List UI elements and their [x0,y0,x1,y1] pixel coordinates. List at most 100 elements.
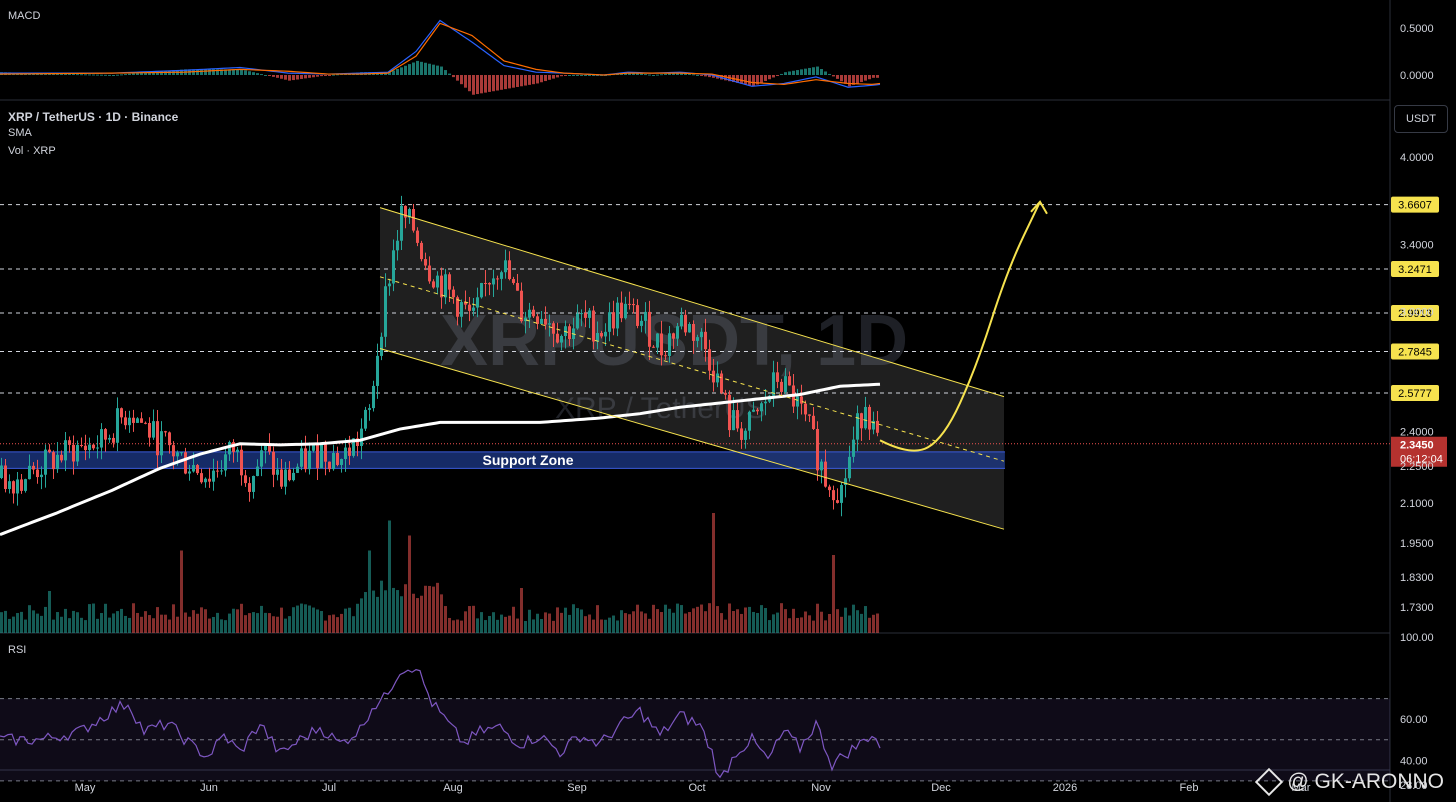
candle-body [760,403,763,412]
volume-bar [576,608,579,633]
candle-body [228,442,231,455]
volume-bar [796,617,799,633]
volume-bar [332,614,335,633]
candle-body [752,409,755,412]
macd-histogram-bar [524,75,527,86]
macd-histogram-bar [564,75,567,76]
candle-body [536,316,539,324]
volume-bar [300,603,303,633]
volume-bar [604,619,607,633]
macd-histogram-bar [872,75,875,78]
candle-body [312,444,315,451]
candle-body [820,461,823,471]
candle-body [112,437,115,443]
macd-histogram-bar [252,72,255,75]
volume-bar [256,613,259,633]
candle-body [704,331,707,350]
macd-histogram-bar [332,74,335,76]
volume-bar [660,612,663,633]
currency-unit-button[interactable]: USDT [1394,105,1448,133]
candle-body [88,444,91,451]
candle-body [400,205,403,241]
price-level-tag [1391,196,1439,213]
price-level-value: 2.5777 [1398,388,1432,400]
macd-histogram-bar [52,73,55,75]
candle-body [224,454,227,471]
volume-bar [72,610,75,633]
macd-histogram-bar [800,69,803,75]
volume-bar [164,614,167,633]
candle-body [656,333,659,348]
macd-histogram-bar [152,71,155,75]
volume-bar [388,520,391,633]
volume-bar [232,608,235,633]
candle-body [824,461,827,487]
candle-body [328,461,331,470]
macd-histogram-bar [400,67,403,75]
candle-body [780,381,783,392]
volume-bar [104,603,107,633]
time-tick-label: Mar [1292,782,1311,794]
volume-bar [296,605,299,633]
volume-bar [236,609,239,633]
volume-bar [24,619,27,633]
time-tick-label: Nov [811,782,831,794]
volume-bar [248,613,251,633]
volume-bar [840,616,843,633]
macd-histogram-bar [788,71,791,75]
volume-bar [132,603,135,633]
candle-body [492,278,495,285]
volume-bar [96,618,99,633]
price-level-tag [1391,343,1439,360]
candle-body [324,444,327,462]
volume-bar [872,614,875,633]
candle-body [92,444,95,449]
macd-histogram-bar [772,75,775,78]
macd-histogram-bar [664,73,667,75]
volume-bar [780,603,783,633]
volume-bar [44,606,47,633]
volume-bar [348,607,351,633]
candle-body [456,297,459,317]
candle-body [508,260,511,280]
macd-histogram-bar [260,74,263,76]
macd-histogram-bar [508,75,511,89]
volume-bar [476,618,479,633]
macd-histogram-bar [700,75,703,76]
volume-bar [808,615,811,633]
volume-bar [672,612,675,633]
candle-body [632,303,635,306]
time-tick-label: May [75,782,96,794]
candle-body [176,452,179,457]
macd-histogram-bar [320,75,323,77]
volume-bar [88,604,91,633]
candle-body [612,312,615,329]
macd-histogram-bar [536,75,539,84]
candle-body [76,445,79,462]
volume-bar [408,535,411,633]
volume-bar [856,610,859,633]
macd-histogram-bar [128,73,131,75]
price-level-value: 3.6607 [1398,200,1432,212]
macd-histogram-bar [696,75,699,76]
macd-histogram-bar [228,69,231,75]
candle-body [684,314,687,333]
volume-bar [32,610,35,633]
candle-body [220,470,223,472]
candle-body [200,473,203,483]
macd-histogram-bar [448,73,451,75]
macd-histogram-bar [56,73,59,75]
volume-bar [376,596,379,633]
candle-body [876,420,879,433]
volume-bar [812,620,815,633]
candle-body [828,486,831,491]
macd-histogram-bar [520,75,523,87]
price-tick-label: 1.7300 [1400,602,1434,614]
volume-bar [168,619,171,633]
volume-bar [536,613,539,633]
candle-body [4,465,7,489]
volume-bar [128,617,131,633]
candle-body [720,373,723,393]
macd-histogram-bar [820,69,823,75]
